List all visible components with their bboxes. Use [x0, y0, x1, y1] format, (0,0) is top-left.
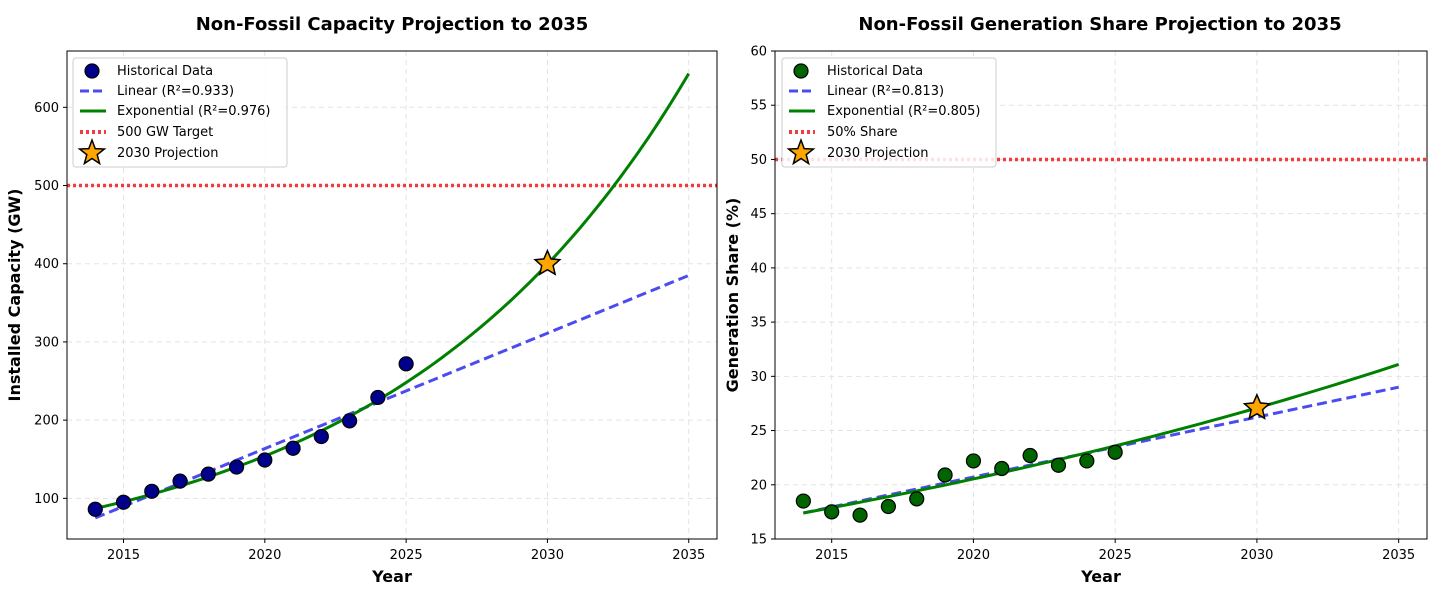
plot-frame — [66, 50, 718, 540]
x-tick-label: 2015 — [107, 548, 140, 563]
chart-title: Non-Fossil Generation Share Projection t… — [858, 14, 1341, 35]
data-point — [1050, 457, 1067, 473]
legend-swatch-projection — [786, 137, 816, 166]
exponential-fit-line — [94, 72, 690, 510]
y-tick-label: 300 — [34, 335, 59, 350]
y-tick-label: 600 — [34, 101, 59, 116]
y-axis-ticks: 15 20 25 30 35 40 45 50 55 60 — [750, 45, 775, 548]
legend-label: 500 GW Target — [117, 125, 213, 140]
capacity-chart: Non-Fossil Capacity Projection to 2035 2… — [5, 14, 718, 586]
data-point — [115, 494, 132, 510]
legend-label: 2030 Projection — [827, 146, 929, 161]
chart-title: Non-Fossil Capacity Projection to 2035 — [196, 14, 589, 35]
projection-marker — [1242, 392, 1272, 420]
y-tick-label: 30 — [750, 370, 767, 385]
y-axis-ticks: 100 200 300 400 500 600 — [34, 101, 67, 507]
y-tick-label: 200 — [34, 414, 59, 429]
x-axis-label: Year — [1080, 567, 1121, 586]
data-point — [909, 491, 925, 507]
y-tick-label: 15 — [750, 533, 767, 548]
data-point — [824, 504, 840, 520]
x-axis-ticks: 2015 2020 2025 2030 2035 — [815, 539, 1415, 563]
data-point — [398, 356, 414, 372]
y-tick-label: 20 — [750, 478, 767, 493]
legend-box — [72, 57, 288, 168]
data-point — [285, 440, 301, 456]
data-point — [144, 483, 160, 499]
legend-label: 2030 Projection — [117, 146, 219, 161]
plot-frame — [774, 50, 1428, 540]
legend-label: Exponential (R²=0.805) — [827, 104, 981, 119]
data-point — [1022, 447, 1038, 464]
x-axis-ticks: 2015 2020 2025 2030 2035 — [107, 539, 705, 563]
legend-label: Linear (R²=0.813) — [827, 84, 944, 99]
x-tick-label: 2025 — [390, 548, 423, 563]
projection-star — [533, 248, 562, 276]
y-axis-label: Installed Capacity (GW) — [5, 189, 24, 402]
y-tick-label: 400 — [34, 257, 59, 272]
data-point — [1079, 453, 1095, 469]
legend-label: 50% Share — [827, 125, 898, 140]
data-point — [172, 473, 188, 489]
y-tick-label: 500 — [34, 179, 59, 194]
data-point — [200, 466, 216, 482]
data-point — [994, 460, 1010, 477]
x-tick-label: 2030 — [1240, 548, 1273, 563]
data-point — [795, 493, 811, 509]
y-tick-label: 40 — [750, 261, 767, 276]
fit-lines — [803, 362, 1400, 515]
x-tick-label: 2025 — [1099, 548, 1132, 563]
y-tick-label: 100 — [34, 492, 59, 507]
y-axis-label: Generation Share (%) — [723, 198, 742, 393]
data-point — [937, 467, 953, 483]
historical-points — [87, 356, 414, 517]
data-point — [228, 459, 245, 475]
legend-label: Historical Data — [117, 64, 213, 79]
y-tick-label: 45 — [750, 207, 767, 222]
data-point — [313, 428, 329, 445]
x-tick-label: 2035 — [1382, 548, 1415, 563]
data-point — [342, 413, 358, 429]
data-point — [965, 453, 982, 469]
projection-star — [1242, 392, 1272, 420]
y-tick-label: 25 — [750, 424, 767, 439]
y-tick-label: 50 — [750, 153, 767, 168]
legend-swatch-historical — [793, 63, 809, 79]
legend-swatch-historical — [84, 63, 100, 79]
x-tick-label: 2020 — [248, 548, 281, 563]
data-point — [852, 507, 868, 523]
y-tick-label: 55 — [750, 99, 767, 114]
x-tick-label: 2035 — [672, 548, 705, 563]
x-tick-label: 2030 — [531, 548, 564, 563]
exponential-fit-line — [803, 362, 1400, 515]
legend-label: Linear (R²=0.933) — [117, 84, 234, 99]
projection-marker — [533, 248, 562, 276]
fit-lines — [94, 72, 690, 520]
data-point — [87, 501, 103, 517]
data-point — [370, 389, 386, 406]
y-tick-label: 60 — [750, 45, 767, 60]
x-tick-label: 2020 — [957, 548, 990, 563]
legend-label: Exponential (R²=0.976) — [117, 104, 271, 119]
linear-fit-line — [94, 274, 690, 520]
data-point — [880, 498, 896, 515]
legend-swatch-projection — [77, 137, 107, 166]
generation-share-chart: Non-Fossil Generation Share Projection t… — [723, 14, 1428, 586]
x-axis-label: Year — [371, 567, 412, 586]
data-point — [257, 452, 273, 468]
legend: Historical Data Linear (R²=0.933) Expone… — [72, 57, 288, 168]
y-tick-label: 35 — [750, 316, 767, 331]
data-point — [1107, 444, 1123, 460]
x-tick-label: 2015 — [815, 548, 848, 563]
legend-label: Historical Data — [827, 64, 923, 79]
legend: Historical Data Linear (R²=0.813) Expone… — [781, 57, 997, 168]
legend-box — [781, 57, 997, 168]
historical-points — [795, 444, 1123, 523]
